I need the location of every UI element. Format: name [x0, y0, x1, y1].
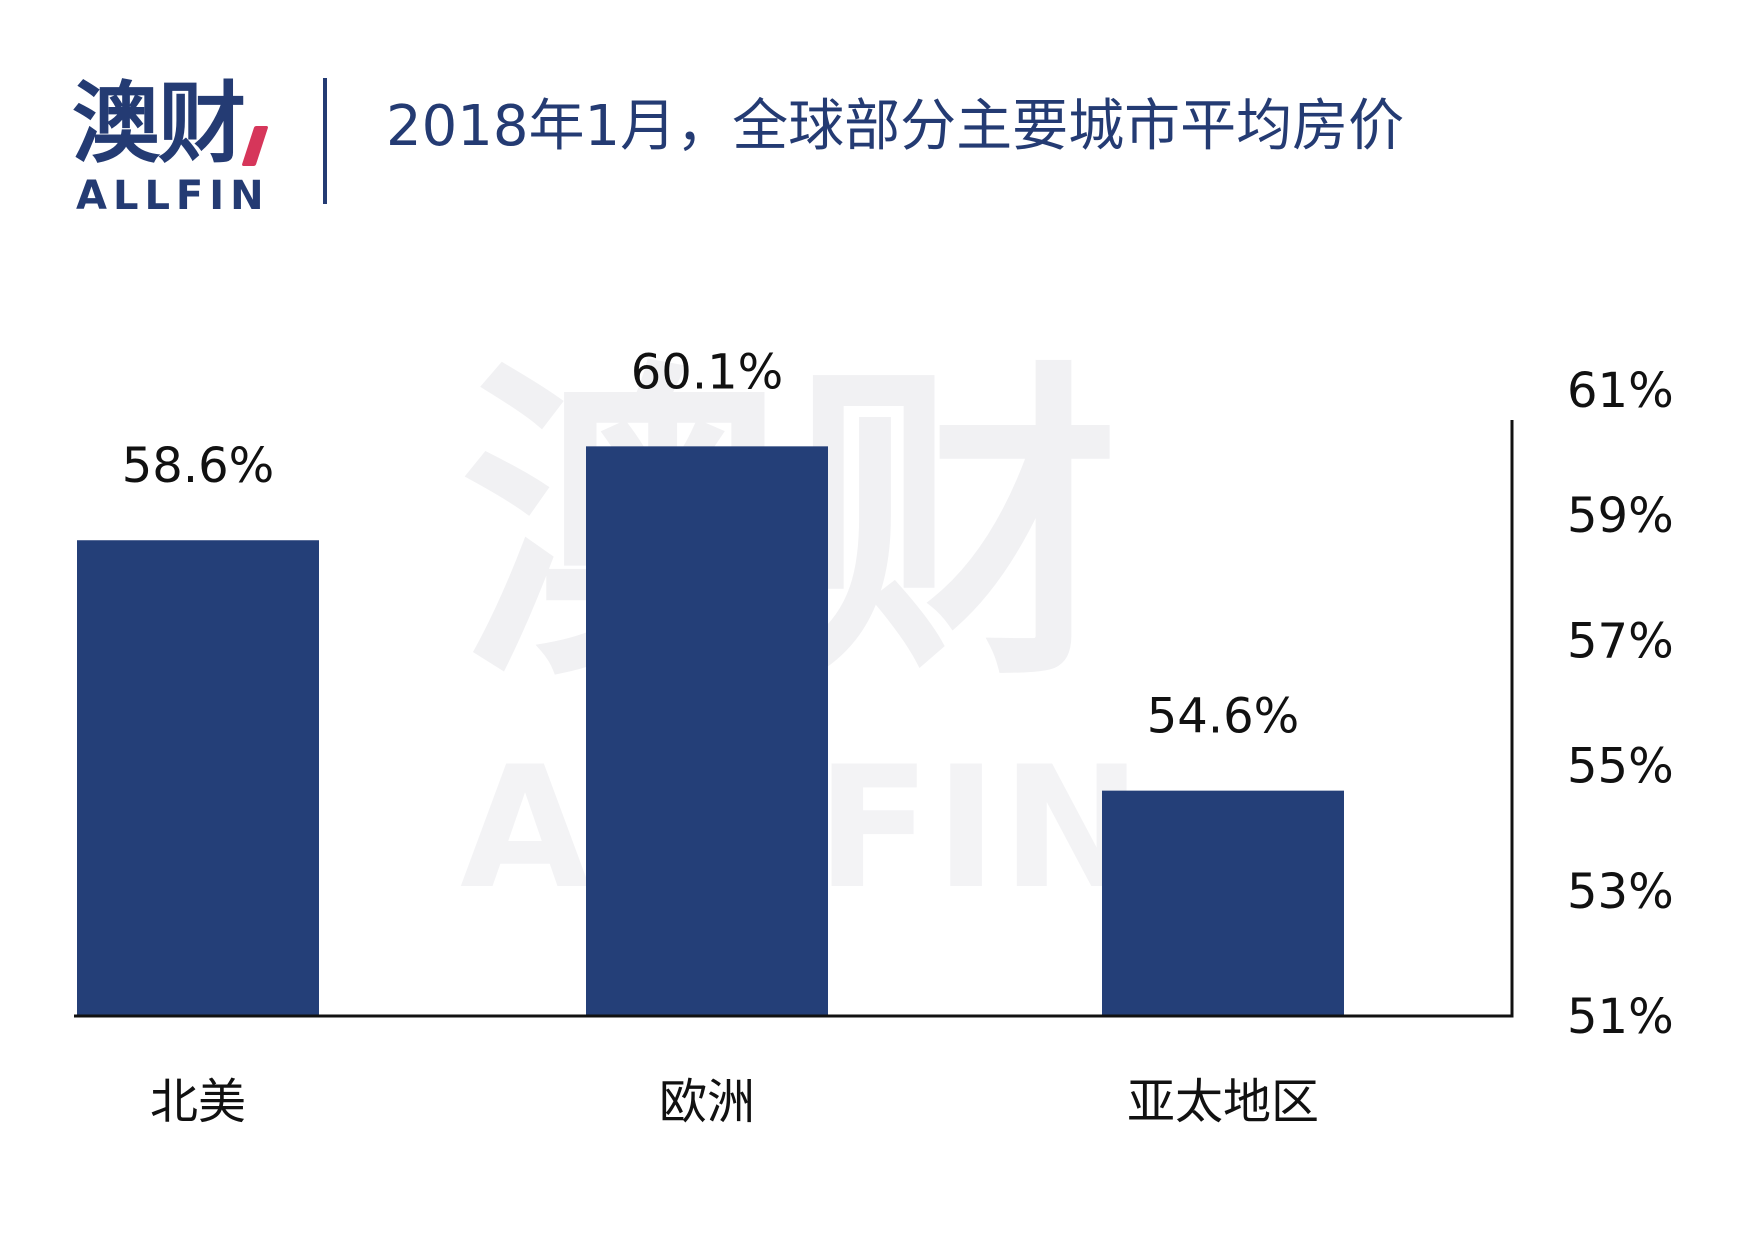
bar-1	[77, 540, 319, 1016]
y-tick-label-5: 53%	[1567, 864, 1674, 920]
y-tick-label-2: 59%	[1567, 488, 1674, 544]
logo-english-text: ALLFIN	[76, 173, 270, 219]
y-tick-label-3: 57%	[1567, 613, 1674, 669]
bar-3	[1102, 790, 1344, 1016]
y-tick-label-1: 61%	[1567, 363, 1674, 419]
data-label-3: 54.6%	[1147, 689, 1299, 745]
y-tick-label-6: 51%	[1567, 989, 1674, 1045]
bars-layer	[77, 446, 1344, 1017]
y-axis: 61% 59% 57% 55% 53% 51%	[1510, 363, 1674, 1045]
category-label-2: 欧洲	[659, 1074, 755, 1130]
category-label-1: 北美	[150, 1074, 246, 1130]
x-axis: 北美 欧洲 亚太地区	[74, 1014, 1512, 1130]
data-label-1: 58.6%	[122, 438, 274, 494]
y-tick-label-4: 55%	[1567, 739, 1674, 795]
data-labels-layer: 58.6% 60.1% 54.6%	[122, 344, 1299, 744]
chart-title: 2018年1月，全球部分主要城市平均房价	[386, 94, 1405, 159]
category-label-3: 亚太地区	[1127, 1074, 1319, 1130]
bar-2	[586, 446, 828, 1017]
header-divider	[323, 78, 327, 204]
allfin-logo: 澳财 ALLFIN	[72, 72, 272, 218]
data-label-2: 60.1%	[631, 344, 783, 400]
logo-chinese-text: 澳财	[72, 72, 246, 175]
